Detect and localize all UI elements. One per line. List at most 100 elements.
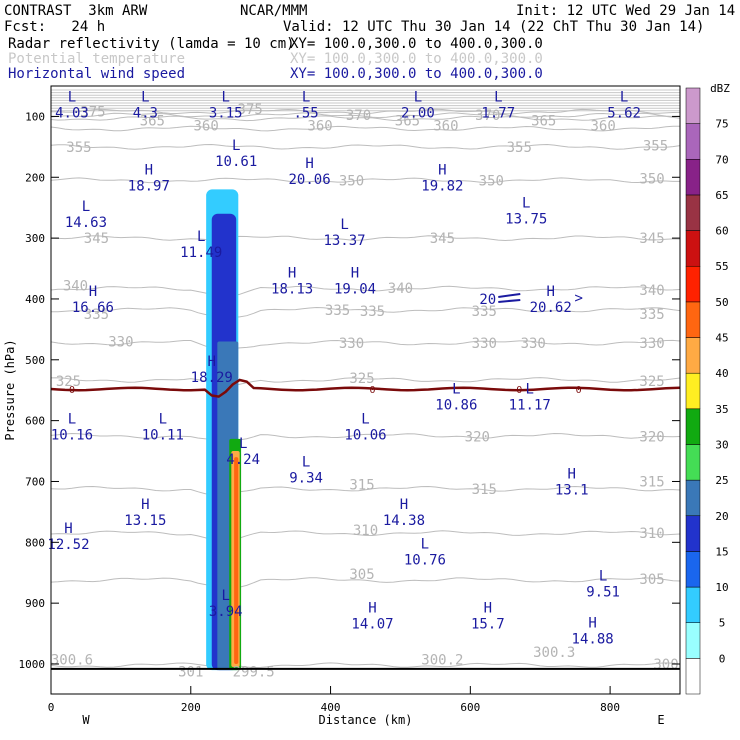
- wind-extremum-type: L: [361, 412, 369, 428]
- theta-label: 335: [360, 304, 385, 320]
- theta-line: [50, 112, 681, 119]
- theta-label: 305: [639, 572, 664, 588]
- freezing-level-label: 0: [576, 385, 582, 396]
- colorbar-label: 10: [715, 581, 728, 594]
- theta-label: 315: [639, 474, 664, 490]
- wind-extremum-value: 4.03: [55, 105, 89, 121]
- wind-extremum-value: 18.97: [128, 178, 170, 194]
- theta-line: [50, 432, 681, 441]
- y-tick-label: 100: [25, 110, 45, 123]
- wind-extremum-value: 13.1: [555, 482, 589, 498]
- colorbar-label: 40: [715, 367, 728, 380]
- colorbar-swatch: [685, 586, 701, 623]
- colorbar-label: 25: [715, 474, 728, 487]
- wind-extremum-type: H: [368, 600, 376, 616]
- wind-extremum-value: 10.11: [142, 428, 184, 444]
- theta-label: 375: [238, 102, 263, 118]
- wind-extremum-type: L: [452, 381, 460, 397]
- wind-extremum-value: 10.76: [404, 552, 446, 568]
- theta-label: 340: [639, 283, 664, 299]
- wind-extremum-type: H: [288, 266, 296, 282]
- wind-extremum-type: L: [239, 436, 247, 452]
- wind-extremum-type: L: [302, 89, 310, 105]
- header-init: Init: 12 UTC Wed 29 Jan 14: [516, 3, 736, 19]
- freezing-level-line: [50, 378, 681, 398]
- theta-label: 355: [643, 139, 668, 155]
- theta-label: 305: [349, 567, 374, 583]
- colorbar-swatch: [685, 301, 701, 338]
- wind-extremum-value: 13.75: [505, 212, 547, 228]
- wind-extremum-type: H: [351, 266, 359, 282]
- x-tick-label: 800: [600, 701, 620, 714]
- wind-extremum-type: H: [64, 521, 72, 537]
- wind-extremum-type: L: [68, 412, 76, 428]
- y-tick-label: 400: [25, 293, 45, 306]
- colorbar-unit: dBZ: [710, 82, 730, 95]
- theta-label: 370: [475, 108, 500, 124]
- wind-extremum-type: L: [494, 89, 502, 105]
- wind-extremum-value: 4.3: [133, 105, 158, 121]
- theta-label: 325: [639, 374, 664, 390]
- wind-extremum-type: L: [421, 536, 429, 552]
- theta-label: 335: [325, 303, 350, 319]
- theta-label: 350: [339, 173, 364, 189]
- theta-line: [50, 377, 681, 387]
- theta-label: 310: [353, 523, 378, 539]
- header-org: NCAR/MMM: [240, 3, 308, 19]
- theta-line: [50, 143, 681, 150]
- theta-label: 355: [66, 140, 91, 156]
- wind-extremum-type: L: [197, 229, 205, 245]
- wind-extremum-type: H: [400, 497, 408, 513]
- theta-line: [50, 339, 681, 350]
- field-name-reflectivity: Radar reflectivity (lamda = 10 cm): [8, 36, 295, 52]
- theta-label: 330: [108, 335, 133, 351]
- theta-label: 340: [388, 281, 413, 297]
- colorbar-label: 0: [719, 652, 726, 665]
- colorbar-swatch: [685, 87, 701, 124]
- freezing-level-label: 0: [369, 385, 375, 396]
- y-tick-label: 900: [25, 597, 45, 610]
- theta-line: [50, 177, 680, 184]
- colorbar-swatch: [685, 230, 701, 267]
- wind-extremum-type: H: [438, 162, 446, 178]
- colorbar-label: 20: [715, 510, 728, 523]
- wind-extremum-value: 20.06: [289, 172, 331, 188]
- wind-extremum-value: 14.07: [351, 616, 393, 632]
- wind-extremum-value: 19.04: [334, 282, 376, 298]
- theta-label: 330: [472, 336, 497, 352]
- freezing-level-label: 0: [516, 385, 522, 396]
- wind-extremum-type: L: [68, 89, 76, 105]
- wind-extremum-value: 15.7: [471, 616, 505, 632]
- theta-label: 330: [339, 336, 364, 352]
- colorbar-label: 60: [715, 225, 728, 238]
- theta-line: [50, 530, 681, 542]
- theta-label: 301: [178, 664, 203, 680]
- field-xy-theta: XY= 100.0,300.0 to 400.0,300.0: [290, 51, 543, 67]
- freezing-level-label: 0: [69, 385, 75, 396]
- y-tick-label: 1000: [19, 658, 46, 671]
- theta-label: 315: [349, 478, 374, 494]
- colorbar-swatch: [685, 515, 701, 552]
- theta-line: [50, 125, 681, 132]
- theta-line: [50, 662, 681, 669]
- colorbar-label: 55: [715, 260, 728, 273]
- wind-extremum-type: L: [340, 217, 348, 233]
- colorbar-label: 45: [715, 332, 728, 345]
- field-xy-wind: XY= 100.0,300.0 to 400.0,300.0: [290, 66, 543, 82]
- theta-label: 325: [56, 374, 81, 390]
- theta-label: 330: [521, 336, 546, 352]
- y-tick-label: 200: [25, 171, 45, 184]
- theta-line: [50, 577, 681, 589]
- colorbar-swatch: [685, 658, 701, 695]
- field-name-wind: Horizontal wind speed: [8, 66, 186, 82]
- theta-line: [50, 115, 681, 122]
- wind-extremum-value: 10.06: [344, 428, 386, 444]
- wind-extremum-value: 2.00: [401, 105, 435, 121]
- theta-label: 355: [507, 140, 532, 156]
- theta-label: 345: [84, 231, 109, 247]
- theta-label: 365: [140, 114, 165, 130]
- wind-extremum-type: L: [522, 196, 530, 212]
- wind-extremum-value: 18.13: [271, 282, 313, 298]
- wind-extremum-type: L: [141, 89, 149, 105]
- x-tick-label: 600: [460, 701, 480, 714]
